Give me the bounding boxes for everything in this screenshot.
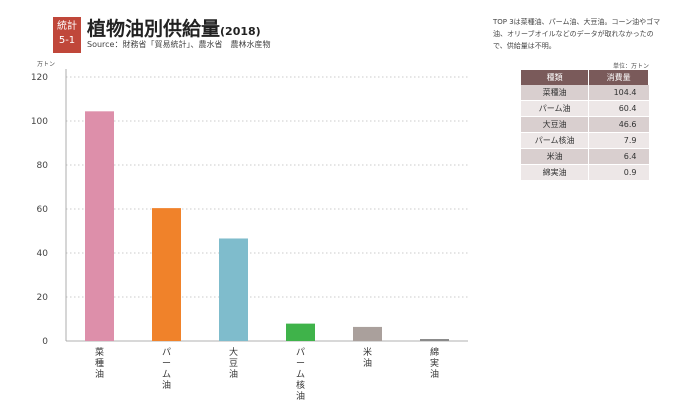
x-tick-label: パーム核油 [296, 347, 305, 402]
x-tick-label: 大豆油 [229, 346, 238, 380]
chapter-badge: 統計 5-1 [53, 17, 81, 53]
page-title: 植物油別供給量(2018) [87, 14, 261, 41]
source-text: Source：財務省「貿易統計」、農水省 農林水産物 [87, 40, 271, 49]
table-cell-name: 菜種油 [521, 85, 590, 101]
y-tick-label: 80 [37, 161, 49, 171]
table-header-row: 種類 消費量 [521, 70, 649, 85]
bar [286, 323, 315, 341]
table-cell-name: パーム油 [521, 100, 590, 117]
x-tick-label: パーム油 [162, 347, 171, 391]
y-tick-label: 20 [37, 293, 49, 303]
badge-line2: 5-1 [58, 35, 76, 46]
table-cell-value: 104.4 [588, 85, 649, 101]
y-tick-label: 100 [31, 117, 48, 127]
table-row: 菜種油 104.4 [521, 85, 649, 101]
x-tick-label: 米油 [363, 346, 372, 369]
bar [85, 111, 114, 341]
y-tick-label: 40 [37, 249, 49, 259]
table-cell-name: 米油 [521, 148, 590, 165]
table-cell-name: 大豆油 [521, 116, 590, 133]
y-tick-label: 120 [31, 73, 48, 83]
title-year: (2018) [220, 25, 261, 38]
bar [152, 208, 181, 341]
table-header-type: 種類 [521, 70, 590, 85]
table-cell-value: 6.4 [588, 148, 649, 165]
table-cell-value: 0.9 [588, 164, 649, 181]
table-cell-name: パーム核油 [521, 132, 590, 149]
title-text: 植物油別供給量 [87, 18, 221, 40]
badge-line1: 統計 [57, 21, 77, 32]
table-row: パーム核油 7.9 [521, 132, 649, 149]
table-cell-value: 46.6 [588, 116, 649, 133]
y-axis-unit: 万トン [37, 61, 55, 68]
table-row: 大豆油 46.6 [521, 116, 649, 133]
bar [219, 238, 248, 341]
table-row: 米油 6.4 [521, 148, 649, 165]
x-tick-label: 綿実油 [430, 346, 439, 380]
table-cell-name: 綿実油 [521, 164, 590, 181]
table-cell-value: 60.4 [588, 100, 649, 117]
y-tick-label: 60 [37, 205, 49, 215]
x-tick-label: 菜種油 [95, 346, 104, 380]
table-row: パーム油 60.4 [521, 100, 649, 117]
bar [420, 339, 449, 341]
table-row: 綿実油 0.9 [521, 164, 649, 181]
note-text: TOP 3は菜種油、パーム油、大豆油。コーン油やゴマ油、オリーブオイルなどのデー… [493, 18, 661, 50]
y-tick-label: 0 [42, 337, 48, 347]
data-table: 種類 消費量 菜種油 104.4 パーム油 60.4 大豆油 46.6 パーム核… [521, 70, 649, 181]
bar [353, 326, 382, 341]
table-cell-value: 7.9 [588, 132, 649, 149]
table-header-amount: 消費量 [588, 70, 649, 85]
table-unit-label: 単位：万トン [612, 63, 649, 70]
